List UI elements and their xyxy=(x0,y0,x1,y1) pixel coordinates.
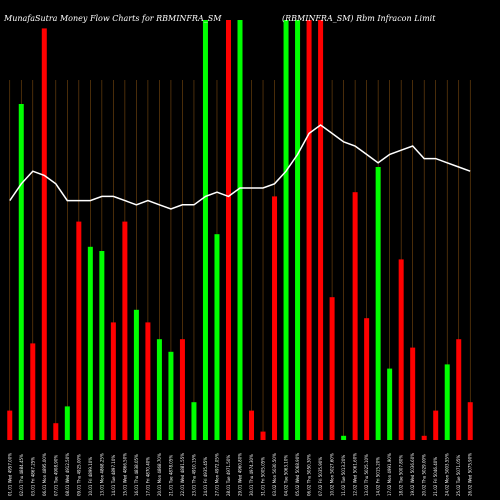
x-tick-label: 27.01 Mon 4972.05% xyxy=(214,453,219,496)
flow-bar xyxy=(122,221,128,440)
x-tick-label: 07.01 Tue 4908.90% xyxy=(53,455,58,496)
flow-bar xyxy=(283,20,289,440)
flow-bar xyxy=(387,368,393,440)
flow-bar xyxy=(467,402,473,440)
flow-bar xyxy=(352,192,358,440)
x-tick-label: 18.02 Tue 5007.80% xyxy=(399,455,404,496)
x-tick-label: 02.01 Thu 4884.45% xyxy=(19,454,24,496)
flow-bar xyxy=(272,196,278,440)
flow-bar xyxy=(202,20,208,440)
x-tick-label: 07.02 Fri 5035.90% xyxy=(318,457,323,496)
x-tick-labels: 01.01 Wed 4957.00% 02.01 Thu 4884.45% 03.0… xyxy=(7,453,472,496)
x-tick-label: 11.02 Tue 5013.20% xyxy=(341,455,346,496)
x-tick-label: 21.01 Tue 4878.05% xyxy=(168,455,173,496)
flow-bar xyxy=(7,410,13,440)
x-tick-label: 10.01 Fri 4899.10% xyxy=(88,457,93,496)
flow-bar xyxy=(191,402,197,440)
flow-bar xyxy=(260,431,266,440)
flow-bar xyxy=(53,423,59,440)
x-tick-label: 06.01 Mon 4895.00% xyxy=(42,453,47,496)
x-tick-label: 15.01 Wed 4866.50% xyxy=(122,453,127,496)
x-tick-label: 10.02 Mon 5027.60% xyxy=(330,453,335,496)
x-tick-label: 21.02 Fri 5046.40% xyxy=(433,457,438,496)
x-tick-label: 13.02 Thu 5025.10% xyxy=(364,454,369,496)
x-tick-label: 03.02 Mon 5030.50% xyxy=(272,453,277,496)
x-tick-label: 20.01 Mon 4868.70% xyxy=(157,453,162,496)
x-tick-label: 12.02 Wed 5061.60% xyxy=(353,453,358,496)
x-tick-label: 06.02 Thu 5050.30% xyxy=(307,454,312,496)
flow-bar xyxy=(364,318,370,440)
flow-bar xyxy=(156,339,162,440)
flow-bar xyxy=(410,347,416,440)
x-tick-label: 05.02 Wed 5068.90% xyxy=(295,453,300,496)
x-tick-label: 17.01 Fri 4870.40% xyxy=(145,457,150,496)
flow-bar xyxy=(110,322,116,440)
flow-bar xyxy=(145,322,151,440)
x-tick-label: 24.01 Fri 4935.45% xyxy=(203,457,208,496)
x-tick-label: 20.02 Thu 5029.00% xyxy=(422,454,427,496)
x-tick-label: 26.02 Wed 5075.90% xyxy=(468,453,473,496)
flow-bar xyxy=(306,20,312,440)
x-tick-label: 16.01 Thu 4838.05% xyxy=(134,454,139,496)
x-tick-label: 01.01 Wed 4957.00% xyxy=(7,453,12,496)
flow-bar xyxy=(64,406,70,440)
x-tick-label: 14.02 Fri 5015.20% xyxy=(376,457,381,496)
flow-bar xyxy=(237,20,243,440)
flow-bar xyxy=(133,309,139,440)
x-tick-label: 23.01 Thu 4910.15% xyxy=(191,454,196,496)
x-tick-label: 19.02 Wed 5036.60% xyxy=(410,453,415,496)
money-flow-line xyxy=(9,124,471,210)
bars xyxy=(7,20,473,441)
flow-bar xyxy=(456,339,462,440)
x-tick-label: 22.01 Wed 4881.55% xyxy=(180,453,185,496)
flow-bar xyxy=(421,435,427,440)
x-tick-label: 28.01 Tue 4971.50% xyxy=(226,455,231,496)
flow-bar xyxy=(99,251,105,440)
x-tick-label: 08.01 Wed 4912.50% xyxy=(65,453,70,496)
flow-bar xyxy=(341,435,347,440)
flow-bar xyxy=(179,339,185,440)
x-tick-label: 31.01 Fri 5005.05% xyxy=(261,457,266,496)
flow-bar xyxy=(318,20,324,440)
flow-bar xyxy=(214,234,220,440)
x-tick-label: 04.02 Tue 5063.10% xyxy=(284,455,289,496)
chart-subtitle: (RBMINFRA_SM) Rbm Infracon Limit xyxy=(282,14,436,23)
flow-bar xyxy=(329,297,335,440)
flow-bar xyxy=(433,410,439,440)
flow-bar xyxy=(30,343,36,440)
flow-bar xyxy=(249,410,255,440)
chart-title: MunafaSutra Money Flow Charts for RBMINF… xyxy=(3,14,222,23)
x-tick-label: 17.02 Mon 4991.90% xyxy=(387,453,392,496)
flow-bar xyxy=(87,246,93,440)
flow-bar xyxy=(295,20,301,440)
flow-bar xyxy=(18,104,24,440)
flow-bar xyxy=(168,351,174,440)
flow-bar xyxy=(76,221,82,440)
x-tick-label: 30.01 Thu 4974.30% xyxy=(249,454,254,496)
x-tick-label: 29.01 Wed 4960.80% xyxy=(238,453,243,496)
x-tick-label: 09.01 Thu 4925.00% xyxy=(76,454,81,496)
flow-bar xyxy=(41,28,47,441)
x-tick-label: 25.02 Tue 5071.05% xyxy=(456,455,461,496)
flow-bar xyxy=(398,259,404,440)
x-tick-label: 24.02 Mon 5003.55% xyxy=(445,453,450,496)
x-tick-label: 14.01 Tue 4897.10% xyxy=(111,455,116,496)
flow-bar xyxy=(225,20,231,440)
x-tick-label: 03.01 Fri 4867.25% xyxy=(30,457,35,496)
flow-bar xyxy=(375,167,381,440)
flow-bar xyxy=(444,364,450,440)
x-tick-label: 13.01 Mon 4868.25% xyxy=(99,453,104,496)
